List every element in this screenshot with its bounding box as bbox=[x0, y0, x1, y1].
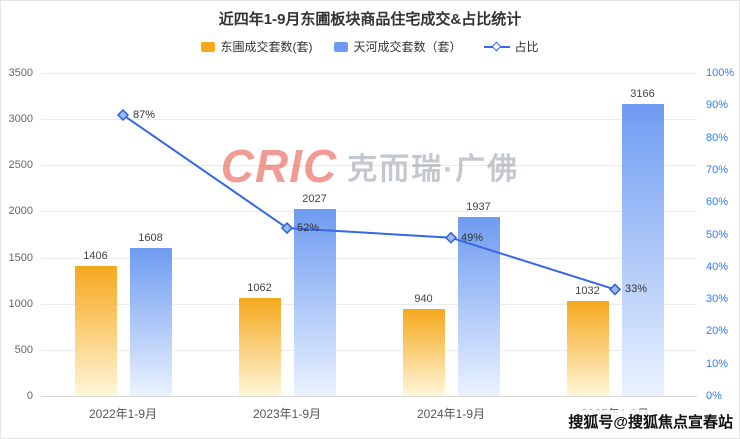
ratio-value-label: 52% bbox=[297, 222, 320, 235]
gridline bbox=[41, 349, 697, 351]
y-axis-left-tick-label: 500 bbox=[14, 343, 33, 356]
ratio-point-diamond-icon bbox=[608, 283, 622, 296]
plot-area: 0 500 1000 1500 2000 2500 3000 3500 0% 10% 20% 30% 4… bbox=[9, 67, 735, 421]
legend-label-dongpu: 东圃成交套数(套) bbox=[220, 40, 313, 54]
bar-value-label: 2027 bbox=[302, 192, 327, 205]
y-axis-left-tick-label: 1000 bbox=[8, 297, 33, 310]
bar-value-label: 3166 bbox=[630, 87, 655, 100]
y-axis-right-tick-label: 40% bbox=[706, 260, 729, 273]
ratio-point-diamond-icon bbox=[280, 221, 294, 235]
ratio-line bbox=[116, 108, 622, 296]
legend-item-ratio[interactable]: 占比 bbox=[483, 38, 539, 55]
x-axis-tick-label: 2022年1-9月 bbox=[88, 407, 158, 421]
gridline bbox=[41, 303, 697, 305]
y-axis-right-tick-label: 100% bbox=[706, 67, 735, 79]
legend-swatch-tianhe-icon bbox=[334, 41, 349, 52]
y-axis-right-tick-label: 0% bbox=[706, 390, 722, 402]
legend: 东圃成交套数(套) 天河成交套数（套） 占比 bbox=[1, 38, 739, 55]
bar-value-label: 1062 bbox=[247, 282, 272, 294]
y-axis-right-tick-label: 30% bbox=[706, 293, 729, 306]
y-axis-left-tick-label: 3000 bbox=[8, 113, 33, 126]
bar-dongpu bbox=[74, 266, 117, 396]
ratio-point-diamond-icon bbox=[444, 231, 458, 244]
bar-dongpu bbox=[566, 300, 609, 396]
legend-swatch-dongpu-icon bbox=[201, 41, 216, 52]
sohu-watermark: 搜狐号@搜狐焦点宣春站 bbox=[566, 410, 735, 433]
ratio-value-label: 33% bbox=[625, 283, 648, 296]
y-axis-right-tick-label: 50% bbox=[706, 228, 729, 241]
y-axis-right-tick-label: 90% bbox=[706, 99, 729, 112]
y-axis-right-tick-label: 70% bbox=[706, 163, 729, 176]
bar-value-label: 1937 bbox=[466, 201, 491, 214]
bar-dongpu bbox=[238, 298, 281, 396]
bar-value-label: 1406 bbox=[83, 250, 108, 263]
legend-line-diamond-icon bbox=[483, 41, 510, 52]
ratio-point-diamond-icon bbox=[116, 108, 130, 122]
y-axis-right-tick-label: 60% bbox=[706, 196, 729, 209]
bar-tianhe bbox=[129, 247, 172, 396]
legend-label-ratio: 占比 bbox=[514, 40, 539, 54]
y-axis-right-tick-label: 80% bbox=[706, 131, 729, 144]
y-axis-left-tick-label: 0 bbox=[26, 390, 33, 402]
y-axis-right-tick-label: 20% bbox=[706, 325, 729, 338]
gridline bbox=[41, 396, 697, 397]
bar-tianhe bbox=[293, 208, 336, 396]
gridline bbox=[41, 165, 697, 167]
ratio-value-label: 49% bbox=[461, 231, 484, 244]
gridline bbox=[41, 211, 697, 213]
bar-value-label: 940 bbox=[414, 293, 433, 306]
gridline bbox=[41, 119, 697, 121]
y-axis-left-tick-label: 3500 bbox=[8, 67, 33, 79]
legend-label-tianhe: 天河成交套数（套） bbox=[353, 40, 462, 54]
chart-title: 近四年1-9月东圃板块商品住宅成交&占比统计 bbox=[218, 11, 522, 28]
ratio-line-path bbox=[122, 114, 616, 291]
bar-tianhe bbox=[621, 103, 664, 396]
legend-item-dongpu[interactable]: 东圃成交套数(套) bbox=[201, 38, 312, 55]
y-axis-right-tick-label: 10% bbox=[706, 357, 729, 370]
gridline bbox=[41, 73, 697, 74]
x-axis-tick-label: 2024年1-9月 bbox=[416, 407, 486, 421]
y-axis-left-tick-label: 2500 bbox=[8, 159, 33, 172]
gridline bbox=[41, 257, 697, 259]
bar-value-label: 1032 bbox=[575, 284, 600, 297]
x-axis-tick-label: 2023年1-9月 bbox=[252, 407, 322, 421]
bar-value-label: 1608 bbox=[138, 231, 163, 244]
bar-dongpu bbox=[402, 309, 445, 396]
ratio-value-label: 87% bbox=[133, 108, 156, 121]
y-axis-left-tick-label: 1500 bbox=[8, 251, 33, 264]
legend-item-tianhe[interactable]: 天河成交套数（套） bbox=[334, 38, 462, 55]
y-axis-left-tick-label: 2000 bbox=[8, 205, 33, 218]
